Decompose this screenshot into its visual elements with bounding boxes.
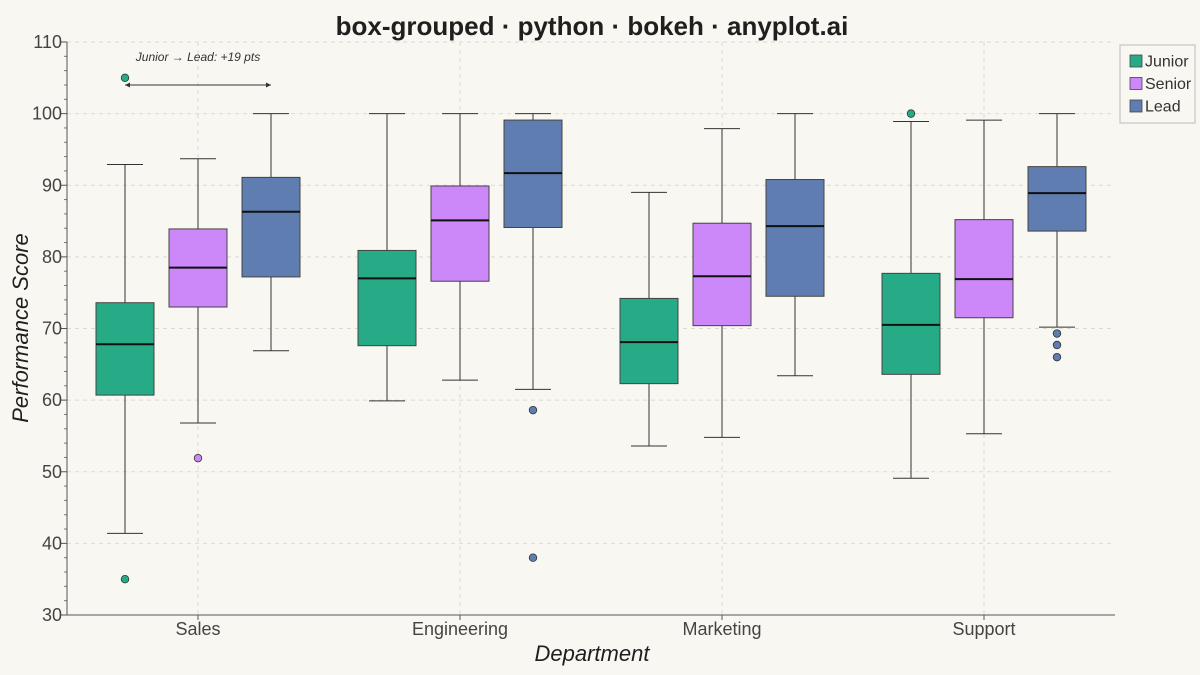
y-tick-label: 60 bbox=[42, 390, 62, 410]
outlier-point bbox=[120, 574, 130, 584]
outlier-point bbox=[1052, 329, 1062, 338]
outlier-point bbox=[528, 553, 538, 562]
annotation-arrow-group: Junior → Lead: +19 pts bbox=[125, 50, 271, 88]
box-body bbox=[619, 297, 679, 385]
box-lead-support bbox=[1027, 113, 1087, 362]
axis-layer: 30 40 50 60 70 80 90 100 110 Sales Engineering Mark… bbox=[32, 32, 1115, 639]
y-axis-label: Performance Score bbox=[8, 233, 33, 423]
box-body bbox=[430, 185, 490, 282]
y-tick-label: 70 bbox=[42, 319, 62, 339]
box-body bbox=[765, 179, 825, 297]
y-tick-label: 90 bbox=[42, 175, 62, 195]
outlier-point bbox=[528, 405, 538, 415]
legend-item-lead: Lead bbox=[1129, 99, 1181, 116]
annotation-arrowhead-right bbox=[266, 82, 271, 88]
legend-label: Lead bbox=[1145, 99, 1181, 116]
box-junior-support bbox=[881, 109, 941, 479]
legend-item-junior: Junior bbox=[1129, 54, 1189, 71]
chart-title: box-grouped · python · bokeh · anyplot.a… bbox=[336, 11, 849, 41]
legend: Junior Senior Lead bbox=[1119, 44, 1196, 124]
box-body bbox=[357, 249, 417, 347]
outlier-point bbox=[906, 109, 916, 118]
box-junior-sales bbox=[95, 73, 155, 584]
legend-label: Senior bbox=[1145, 76, 1192, 93]
y-tick-label: 100 bbox=[32, 104, 62, 124]
box-layer bbox=[95, 73, 1087, 584]
box-senior-sales bbox=[168, 158, 228, 463]
x-tick-label: Marketing bbox=[682, 619, 761, 639]
box-body bbox=[241, 176, 301, 278]
outlier-point bbox=[1052, 352, 1062, 362]
box-junior-engineering bbox=[357, 113, 417, 402]
y-tick-label: 110 bbox=[33, 32, 62, 52]
y-tick-label: 40 bbox=[42, 533, 62, 553]
legend-swatch bbox=[1129, 54, 1143, 68]
x-tick-label: Sales bbox=[175, 619, 220, 639]
box-body bbox=[881, 272, 941, 375]
legend-item-senior: Senior bbox=[1129, 76, 1192, 93]
box-senior-support bbox=[954, 119, 1014, 435]
outlier-point bbox=[1052, 340, 1062, 350]
box-senior-marketing bbox=[692, 128, 752, 438]
x-tick-label: Engineering bbox=[412, 619, 508, 639]
y-tick-label: 30 bbox=[42, 605, 62, 625]
box-senior-engineering bbox=[430, 113, 490, 381]
legend-swatch bbox=[1129, 77, 1143, 90]
box-body bbox=[1027, 166, 1087, 232]
box-body bbox=[954, 219, 1014, 319]
annotation-layer: Junior → Lead: +19 pts bbox=[125, 50, 271, 88]
box-lead-engineering bbox=[503, 113, 563, 562]
box-lead-marketing bbox=[765, 113, 825, 377]
legend-label: Junior bbox=[1145, 54, 1189, 71]
annotation-text: Junior → Lead: +19 pts bbox=[135, 50, 260, 64]
box-body bbox=[692, 222, 752, 327]
box-junior-marketing bbox=[619, 191, 679, 447]
outlier-point bbox=[120, 73, 130, 83]
y-tick-label: 50 bbox=[42, 462, 62, 482]
annotation-arrowhead-left bbox=[125, 82, 130, 88]
outlier-point bbox=[193, 453, 203, 463]
legend-swatch bbox=[1129, 99, 1143, 113]
box-lead-sales bbox=[241, 113, 301, 352]
x-tick-label: Support bbox=[952, 619, 1015, 639]
y-tick-label: 80 bbox=[42, 247, 62, 267]
x-axis-label: Department bbox=[535, 641, 651, 666]
box-body bbox=[95, 302, 155, 396]
